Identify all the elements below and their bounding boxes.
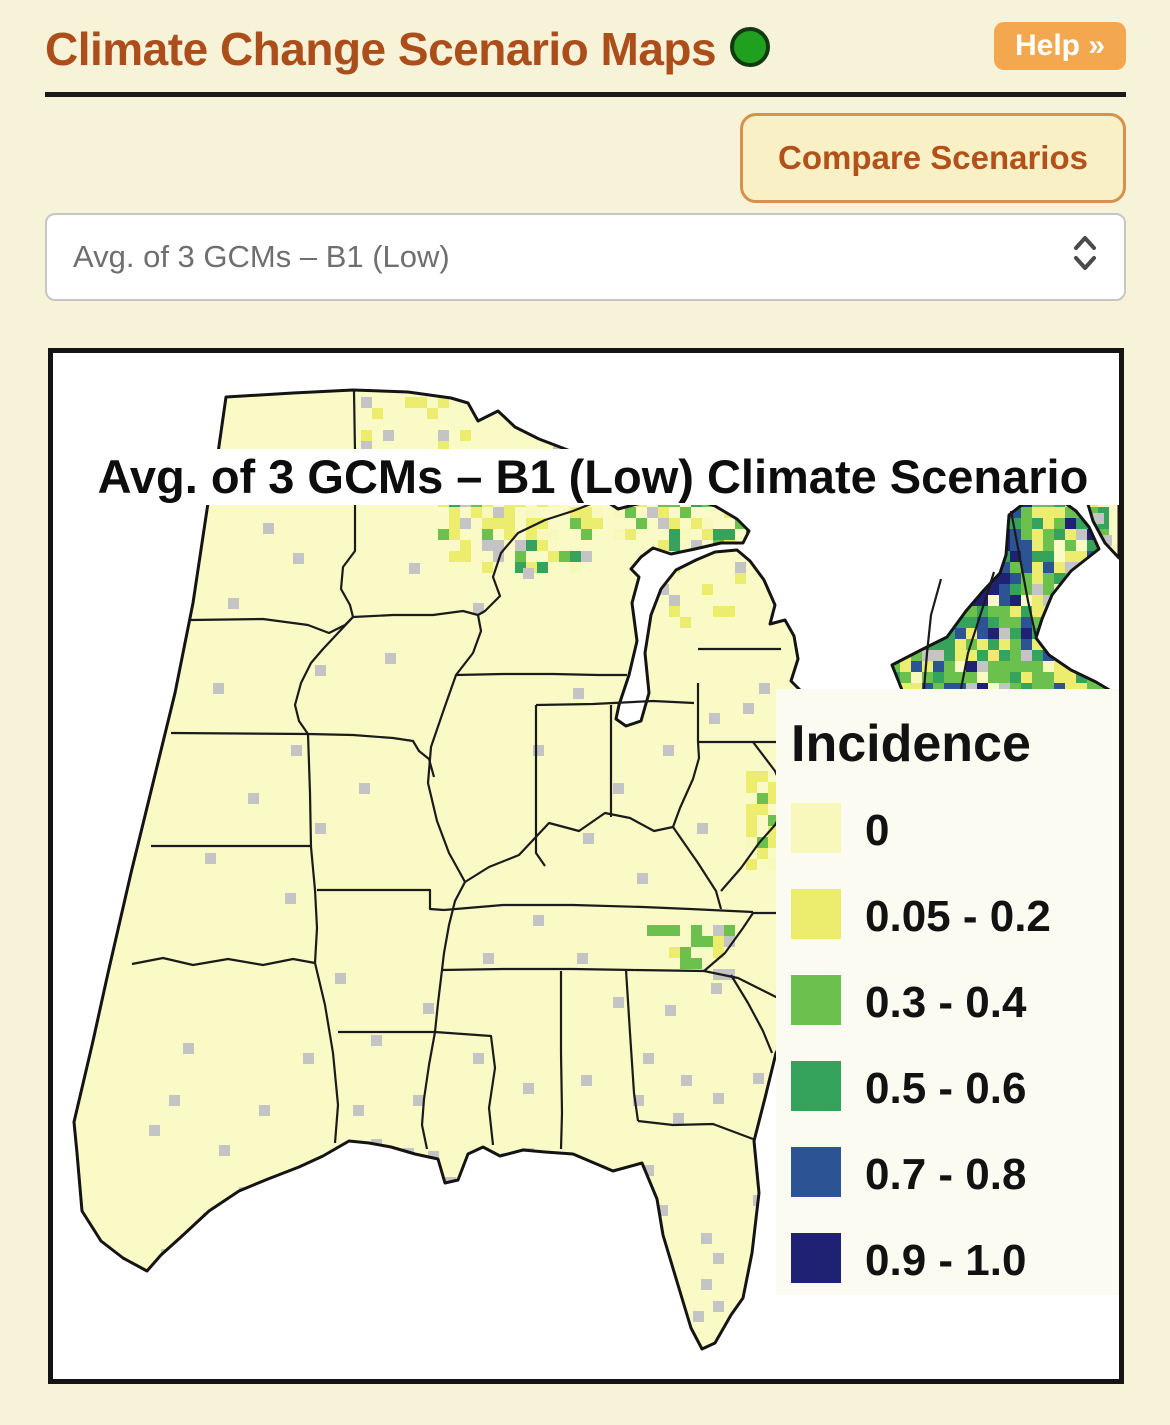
map-title-band	[53, 449, 1119, 505]
chevron-up-down-icon	[1070, 231, 1100, 283]
legend-title: Incidence	[791, 715, 1031, 773]
page-title: Climate Change Scenario Maps	[45, 23, 717, 75]
legend-bin-label: 0.3 - 0.4	[865, 978, 1027, 1027]
legend-bin-label: 0.7 - 0.8	[865, 1150, 1026, 1199]
legend-bin-label: 0.5 - 0.6	[865, 1064, 1026, 1113]
legend-bin-label: 0.9 - 1.0	[865, 1236, 1026, 1285]
state-borders	[131, 390, 1038, 1150]
scenario-select[interactable]: Avg. of 3 GCMs – B1 (Low)	[45, 213, 1126, 301]
compare-scenarios-button[interactable]: Compare Scenarios	[740, 113, 1126, 203]
map-legend: Incidence 0 0.05 - 0.2 0.3 - 0.4 0.5 - 0.6 0…	[776, 689, 1119, 1295]
scenario-map: Avg. of 3 GCMs – B1 (Low) Climate Scenar…	[53, 388, 1121, 1351]
scenario-map-panel: Avg. of 3 GCMs – B1 (Low) Climate Scenar…	[48, 348, 1124, 1384]
status-dot-icon	[730, 27, 771, 67]
legend-bin-label: 0	[865, 806, 889, 855]
page-header: Climate Change Scenario Maps Help »	[45, 0, 1126, 97]
help-button[interactable]: Help »	[993, 22, 1126, 70]
legend-bin-label: 0.05 - 0.2	[865, 892, 1051, 941]
scenario-select-value: Avg. of 3 GCMs – B1 (Low)	[73, 239, 450, 274]
toolbar: Compare Scenarios	[0, 113, 1126, 203]
map-title: Avg. of 3 GCMs – B1 (Low) Climate Scenar…	[98, 450, 1089, 503]
